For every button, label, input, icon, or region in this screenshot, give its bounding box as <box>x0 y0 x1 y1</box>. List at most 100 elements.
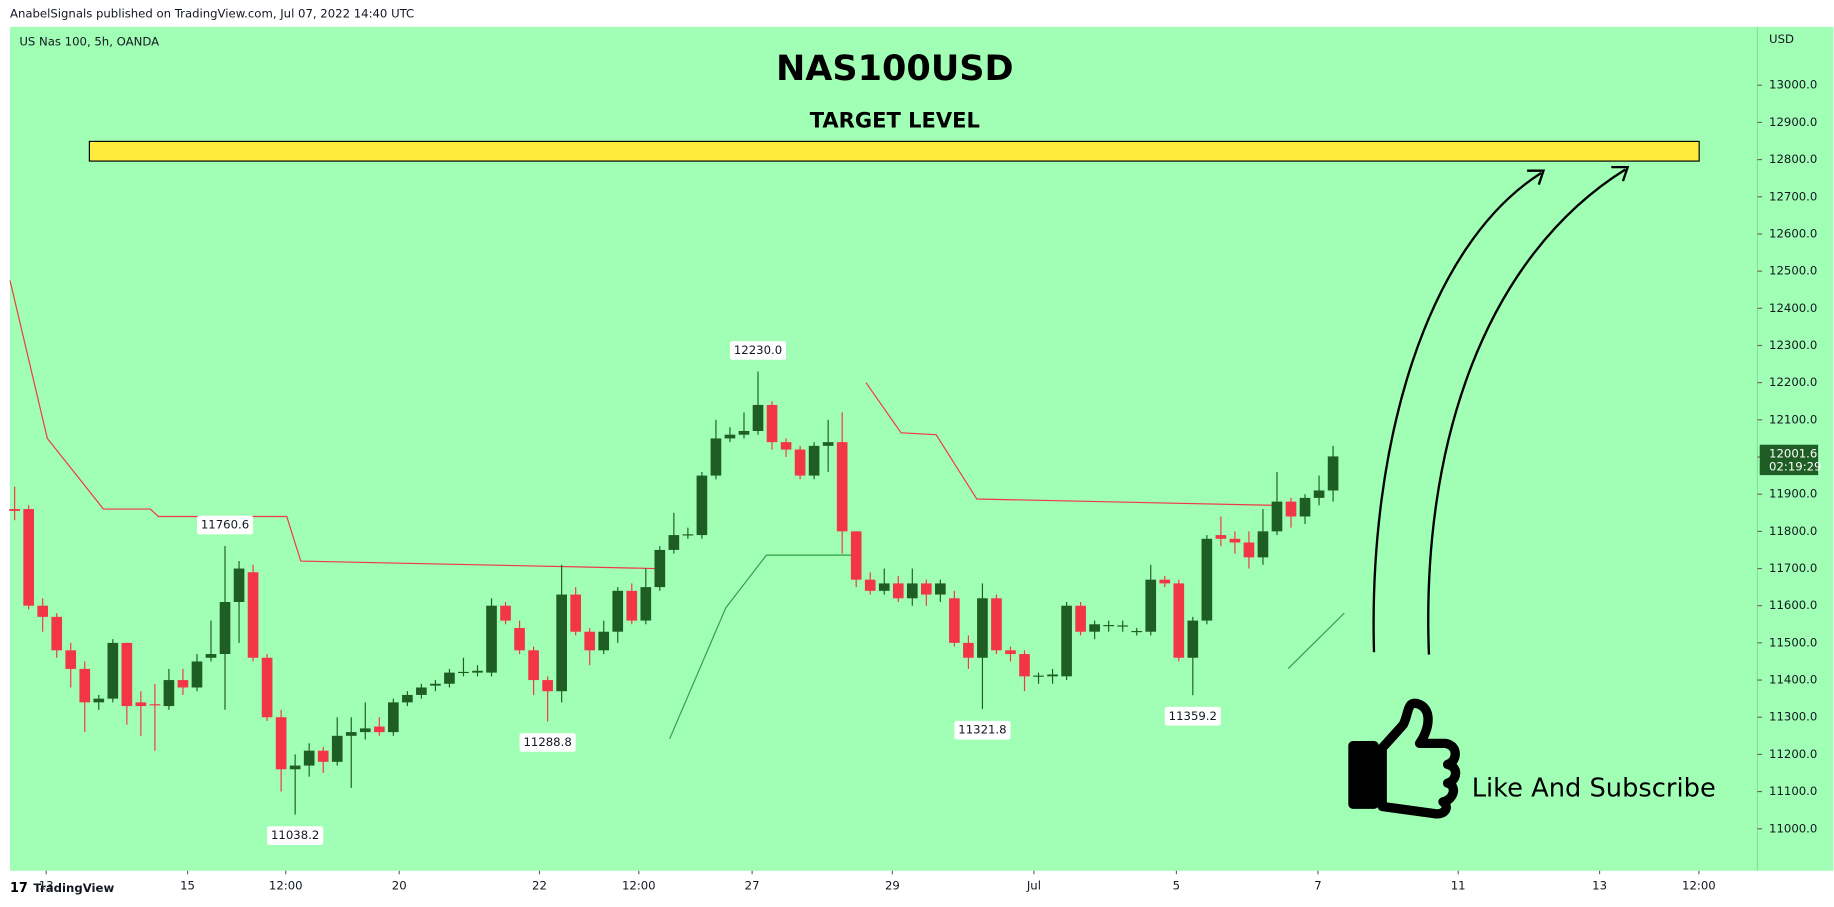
candle-body <box>1327 456 1339 491</box>
candle-body <box>1005 650 1016 655</box>
candle-body <box>486 605 497 673</box>
candle-body <box>822 442 834 446</box>
y-tick-label: 11400.0 <box>1769 673 1817 687</box>
x-tick-label: 13 <box>1592 878 1607 892</box>
y-tick-label: 12700.0 <box>1769 189 1817 203</box>
y-tick-label: 11100.0 <box>1769 784 1817 798</box>
candle-body <box>991 598 1002 651</box>
x-tick-label: 12:00 <box>269 878 303 892</box>
candle-body <box>163 680 175 707</box>
candle-body <box>766 404 778 443</box>
candle-body <box>640 587 652 621</box>
indicator-line <box>1287 612 1345 669</box>
last-price-tag <box>1759 444 1819 476</box>
y-tick-label: 12600.0 <box>1769 226 1817 240</box>
candle-body <box>23 509 34 606</box>
y-tick-label: 11500.0 <box>1769 635 1817 649</box>
y-tick-label: 11000.0 <box>1769 821 1817 835</box>
candle-body <box>1159 579 1171 584</box>
y-tick-label: 11900.0 <box>1769 487 1817 501</box>
candle-body <box>121 642 133 707</box>
candle-body <box>1131 630 1143 633</box>
x-tick-label: 12:00 <box>1682 878 1716 892</box>
candle-body <box>1061 605 1072 677</box>
annotation-text: Like And Subscribe <box>1472 773 1716 803</box>
candle-body <box>864 579 876 591</box>
candle-body <box>1103 625 1114 627</box>
low-label-box <box>954 720 1011 740</box>
last-price-label: 12001.6 <box>1769 447 1817 461</box>
candle-body <box>261 657 273 718</box>
candle-body <box>920 583 932 595</box>
candle-body <box>51 616 63 651</box>
candle-body <box>570 594 582 632</box>
countdown: 02:19:29 <box>1769 459 1821 473</box>
indicator-line <box>9 280 656 570</box>
target-label: TARGET LEVEL <box>810 108 980 133</box>
footer-brand: TradingView <box>33 881 114 895</box>
candle-body <box>963 642 974 658</box>
currency-label: USD <box>1769 32 1794 46</box>
candle-body <box>458 671 469 674</box>
candle-body <box>1187 620 1199 658</box>
candle-body <box>149 704 161 706</box>
candle-body <box>233 568 245 602</box>
candle-body <box>780 442 792 450</box>
arrow <box>1427 168 1626 655</box>
candle-body <box>752 404 764 431</box>
candle-body <box>1299 497 1311 517</box>
low-label: 11321.8 <box>958 723 1006 737</box>
candle-body <box>359 728 371 733</box>
candle-body <box>949 598 960 643</box>
y-tick-label: 11300.0 <box>1769 710 1817 724</box>
x-tick-label: 15 <box>180 878 195 892</box>
candle-body <box>977 598 988 658</box>
candle-body <box>808 445 820 476</box>
chart-background <box>10 26 1834 871</box>
candle-body <box>1117 625 1129 627</box>
candle-body <box>738 430 750 435</box>
candle-body <box>1075 605 1086 632</box>
candle-body <box>1229 538 1241 543</box>
candle-body <box>1019 654 1030 677</box>
candle-body <box>345 732 357 736</box>
candle-body <box>37 605 49 617</box>
candle-body <box>1173 583 1185 658</box>
y-tick-label: 12300.0 <box>1769 338 1817 352</box>
publisher-header: AnabelSignals published on TradingView.c… <box>10 7 414 21</box>
candle-body <box>402 694 413 703</box>
x-tick-label: Jul <box>1026 878 1041 892</box>
candle-body <box>303 750 315 766</box>
low-label: 11288.8 <box>523 735 571 749</box>
y-tick-label: 13000.0 <box>1769 78 1817 92</box>
low-label-box <box>1164 706 1221 726</box>
candle-body <box>373 726 385 733</box>
candle-body <box>65 650 77 669</box>
candle-body <box>626 590 638 621</box>
candle-body <box>836 442 848 532</box>
candle-body <box>1285 501 1297 517</box>
x-tick-label: 20 <box>392 878 407 892</box>
y-tick-label: 11200.0 <box>1769 747 1817 761</box>
candle-body <box>275 717 287 770</box>
candle-body <box>500 605 511 621</box>
candle-body <box>850 531 862 580</box>
plot: 11000.0 11100.0 11200.0 11300.0 11400.0 11500… <box>9 78 1821 892</box>
x-tick-label: 27 <box>745 878 760 892</box>
arrow-head <box>1611 165 1630 182</box>
candle-body <box>1243 542 1255 558</box>
arrow <box>1372 171 1542 653</box>
candle-body <box>598 631 610 651</box>
candle-body <box>794 449 806 476</box>
candle-body <box>416 687 427 695</box>
candle-body <box>584 631 596 651</box>
high-label: 12230.0 <box>734 343 782 357</box>
x-tick-label: 12:00 <box>622 878 656 892</box>
candle-body <box>79 668 91 703</box>
y-tick-label: 12900.0 <box>1769 115 1817 129</box>
candle-body <box>177 680 189 688</box>
x-tick-label: 5 <box>1173 878 1180 892</box>
y-tick-label: 12100.0 <box>1769 412 1817 426</box>
low-label: 11359.2 <box>1169 709 1217 723</box>
